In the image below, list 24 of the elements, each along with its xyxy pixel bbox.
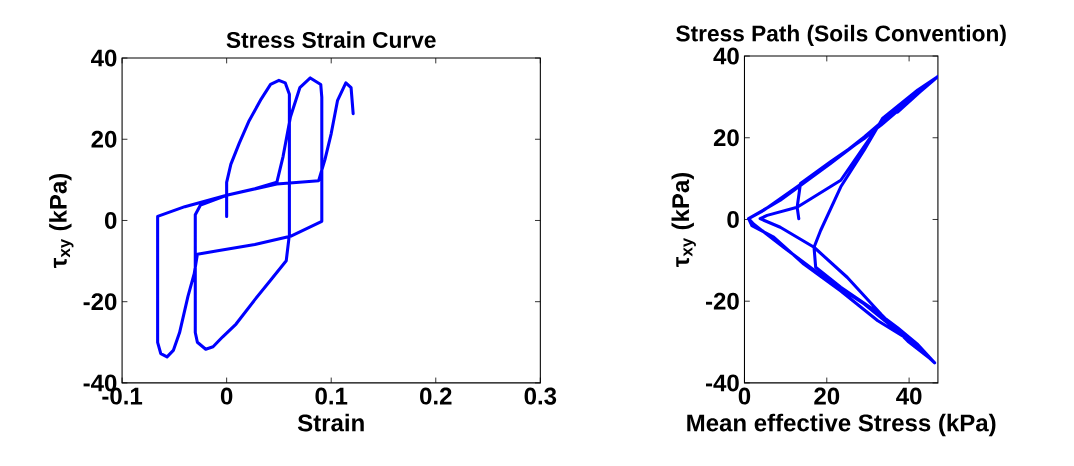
chart-title: Stress Strain Curve <box>226 31 436 49</box>
y-tick-label: 0 <box>104 212 117 230</box>
x-axis-title: Strain <box>297 414 364 432</box>
chart-title: Stress Path (Soils Convention) <box>676 25 1006 47</box>
line-series <box>747 75 938 365</box>
y-tick-label: 0 <box>727 211 739 229</box>
y-tick-label: 20 <box>713 129 739 147</box>
y-tick-label: -20 <box>705 292 739 310</box>
x-axis-title: Mean effective Stress (kPa) <box>687 413 996 437</box>
y-tick-label: -40 <box>705 374 739 392</box>
y-tick-label: -20 <box>83 293 117 311</box>
x-tick-label: 0.2 <box>420 387 452 405</box>
x-tick-label: 0 <box>738 387 751 405</box>
y-axis-title: τ$_{xy}$ (kPa) <box>671 173 696 268</box>
line-series <box>156 76 355 359</box>
x-tick-label: 0 <box>220 387 233 405</box>
x-tick-label: 0.1 <box>315 387 348 405</box>
y-tick-label: 40 <box>713 47 739 65</box>
x-tick-label: 0.3 <box>524 387 557 405</box>
x-tick-label: 20 <box>814 387 840 405</box>
x-tick-label: 40 <box>896 387 922 405</box>
y-tick-label: 40 <box>91 49 117 67</box>
y-axis-title: τ$_{xy}$ (kPa) <box>49 174 74 269</box>
y-tick-label: 20 <box>91 130 117 148</box>
